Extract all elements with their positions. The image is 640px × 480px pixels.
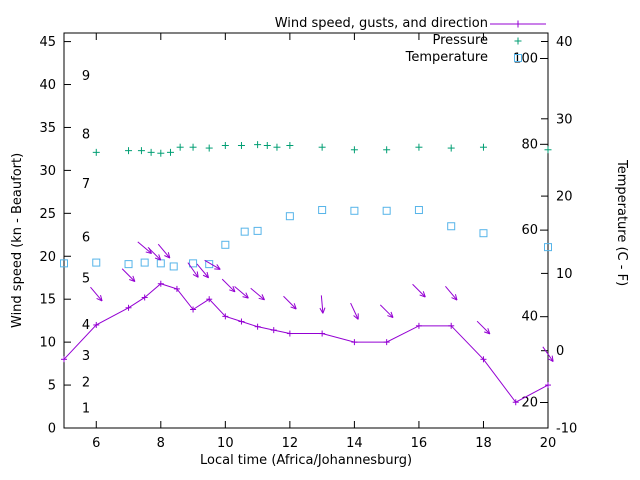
- svg-text:20: 20: [521, 395, 538, 410]
- svg-text:25: 25: [39, 207, 56, 222]
- legend: Wind speed, gusts, and direction Pressur…: [275, 15, 548, 66]
- svg-text:40: 40: [521, 310, 538, 325]
- svg-text:60: 60: [521, 223, 538, 238]
- svg-text:12: 12: [282, 436, 299, 451]
- svg-text:15: 15: [39, 293, 56, 308]
- svg-text:100: 100: [513, 52, 538, 67]
- svg-text:5: 5: [82, 272, 90, 287]
- svg-text:20: 20: [540, 436, 557, 451]
- svg-text:8: 8: [82, 127, 90, 142]
- legend-label-pressure: Pressure: [432, 33, 488, 48]
- svg-text:-10: -10: [556, 422, 577, 437]
- svg-text:30: 30: [39, 164, 56, 179]
- wind-line-marker-icon: [488, 16, 548, 32]
- legend-label-temperature: Temperature: [405, 50, 488, 65]
- y-axis-label-left: Wind speed (kn - Beaufort): [10, 152, 25, 328]
- legend-row-wind: Wind speed, gusts, and direction: [275, 15, 548, 32]
- svg-text:10: 10: [217, 436, 234, 451]
- svg-text:7: 7: [82, 177, 90, 192]
- svg-text:10: 10: [39, 336, 56, 351]
- temperature-square-marker-icon: [488, 50, 548, 66]
- svg-text:16: 16: [411, 436, 428, 451]
- svg-text:4: 4: [82, 318, 90, 333]
- svg-text:8: 8: [157, 436, 165, 451]
- svg-text:6: 6: [92, 436, 100, 451]
- svg-text:0: 0: [556, 344, 564, 359]
- svg-text:9: 9: [82, 69, 90, 84]
- svg-text:18: 18: [475, 436, 492, 451]
- svg-text:6: 6: [82, 230, 90, 245]
- pressure-plus-marker-icon: [488, 33, 548, 49]
- svg-text:5: 5: [48, 379, 56, 394]
- legend-row-pressure: Pressure: [432, 32, 548, 49]
- svg-text:45: 45: [39, 35, 56, 50]
- svg-text:80: 80: [521, 137, 538, 152]
- svg-text:2: 2: [82, 375, 90, 390]
- svg-text:30: 30: [556, 112, 573, 127]
- x-axis-label: Local time (Africa/Johannesburg): [199, 453, 413, 468]
- y-axis-label-right: Temperature (C - F): [614, 160, 629, 287]
- svg-text:40: 40: [39, 78, 56, 93]
- svg-text:20: 20: [39, 250, 56, 265]
- svg-text:14: 14: [346, 436, 363, 451]
- svg-text:10: 10: [556, 267, 573, 282]
- svg-text:1: 1: [82, 401, 90, 416]
- legend-label-wind: Wind speed, gusts, and direction: [274, 16, 488, 31]
- svg-text:20: 20: [556, 190, 573, 205]
- svg-text:40: 40: [556, 35, 573, 50]
- svg-text:3: 3: [82, 349, 90, 364]
- legend-row-temperature: Temperature: [406, 49, 548, 66]
- svg-text:0: 0: [48, 422, 56, 437]
- svg-text:35: 35: [39, 121, 56, 136]
